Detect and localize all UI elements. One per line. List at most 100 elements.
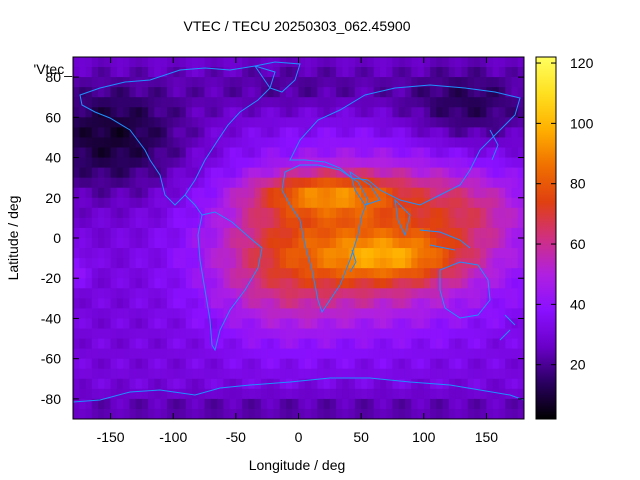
heatmap-cell xyxy=(423,398,431,410)
heatmap-cell xyxy=(91,57,99,68)
heatmap-cell xyxy=(317,378,325,390)
heatmap-cell xyxy=(336,57,343,68)
heatmap-cell xyxy=(404,117,412,128)
heatmap-cell xyxy=(354,258,362,269)
heatmap-cell xyxy=(254,318,262,330)
heatmap-cell xyxy=(430,298,437,309)
heatmap-cell xyxy=(417,137,425,149)
heatmap-cell xyxy=(392,298,400,309)
heatmap-cell xyxy=(498,248,506,259)
heatmap-cell xyxy=(73,388,80,400)
heatmap-cell xyxy=(423,217,431,229)
heatmap-cell xyxy=(436,238,444,249)
heatmap-cell xyxy=(392,77,400,88)
heatmap-cell xyxy=(498,328,506,340)
heatmap-cell xyxy=(254,328,262,340)
heatmap-cell xyxy=(260,147,268,159)
heatmap-cell xyxy=(73,157,80,169)
heatmap-cell xyxy=(517,258,524,269)
heatmap-cell xyxy=(329,348,337,360)
heatmap-cell xyxy=(361,368,368,380)
heatmap-cell xyxy=(517,408,524,419)
heatmap-cell xyxy=(185,67,193,78)
heatmap-cell xyxy=(467,137,475,149)
heatmap-cell xyxy=(411,227,419,239)
heatmap-cell xyxy=(179,157,187,169)
heatmap-cell xyxy=(505,338,513,350)
heatmap-cell xyxy=(430,207,437,219)
heatmap-cell xyxy=(473,408,481,419)
heatmap-cell xyxy=(455,328,462,340)
heatmap-cell xyxy=(505,278,513,289)
heatmap-cell xyxy=(392,398,400,410)
heatmap-cell xyxy=(423,358,431,370)
heatmap-cell xyxy=(498,107,506,118)
heatmap-cell xyxy=(423,177,431,189)
heatmap-cell xyxy=(329,77,337,88)
heatmap-cell xyxy=(292,137,300,149)
heatmap-cell xyxy=(141,378,149,390)
heatmap-cell xyxy=(235,388,243,400)
heatmap-cell xyxy=(73,97,80,108)
heatmap-cell xyxy=(461,248,469,259)
heatmap-cell xyxy=(73,238,80,249)
heatmap-cell xyxy=(135,398,143,410)
heatmap-cell xyxy=(192,147,199,159)
heatmap-cell xyxy=(91,398,99,410)
heatmap-cell xyxy=(204,87,212,98)
heatmap-cell xyxy=(354,238,362,249)
heatmap-cell xyxy=(110,157,118,169)
heatmap-cell xyxy=(430,278,437,289)
heatmap-cell xyxy=(141,227,149,239)
heatmap-cell xyxy=(498,97,506,108)
heatmap-cell xyxy=(148,318,156,330)
heatmap-cell xyxy=(185,207,193,219)
heatmap-cell xyxy=(248,207,256,219)
heatmap-cell xyxy=(279,368,287,380)
heatmap-cell xyxy=(480,318,488,330)
heatmap-cell xyxy=(154,227,162,239)
heatmap-cell xyxy=(498,368,506,380)
heatmap-cell xyxy=(279,408,287,419)
heatmap-cell xyxy=(473,227,481,239)
heatmap-cell xyxy=(248,157,256,169)
heatmap-cell xyxy=(323,398,331,410)
heatmap-cell xyxy=(404,288,412,299)
heatmap-cell xyxy=(498,258,506,269)
heatmap-cell xyxy=(254,258,262,269)
heatmap-cell xyxy=(210,87,218,98)
heatmap-cell xyxy=(467,348,475,360)
heatmap-cell xyxy=(298,227,306,239)
heatmap-cell xyxy=(517,338,524,350)
heatmap-cell xyxy=(217,87,224,98)
heatmap-cell xyxy=(430,167,437,179)
heatmap-cell xyxy=(279,268,287,279)
heatmap-cell xyxy=(511,238,519,249)
heatmap-cell xyxy=(386,167,394,179)
heatmap-cell xyxy=(379,217,387,229)
heatmap-cell xyxy=(104,268,112,279)
heatmap-cell xyxy=(411,217,419,229)
heatmap-cell xyxy=(386,288,394,299)
heatmap-cell xyxy=(141,127,149,139)
heatmap-cell xyxy=(292,197,300,209)
heatmap-cell xyxy=(398,288,406,299)
heatmap-cell xyxy=(110,408,118,419)
heatmap-cell xyxy=(455,248,462,259)
heatmap-cell xyxy=(417,187,425,199)
heatmap-cell xyxy=(160,227,168,239)
heatmap-cell xyxy=(398,67,406,78)
heatmap-cell xyxy=(173,67,181,78)
heatmap-cell xyxy=(135,318,143,330)
heatmap-cell xyxy=(323,358,331,370)
heatmap-cell xyxy=(348,348,356,360)
heatmap-cell xyxy=(123,358,130,370)
heatmap-cell xyxy=(411,157,419,169)
heatmap-cell xyxy=(192,97,199,108)
heatmap-cell xyxy=(210,57,218,68)
heatmap-cell xyxy=(148,207,156,219)
heatmap-cell xyxy=(473,217,481,229)
heatmap-cell xyxy=(116,258,124,269)
heatmap-cell xyxy=(517,248,524,259)
heatmap-cell xyxy=(173,207,181,219)
